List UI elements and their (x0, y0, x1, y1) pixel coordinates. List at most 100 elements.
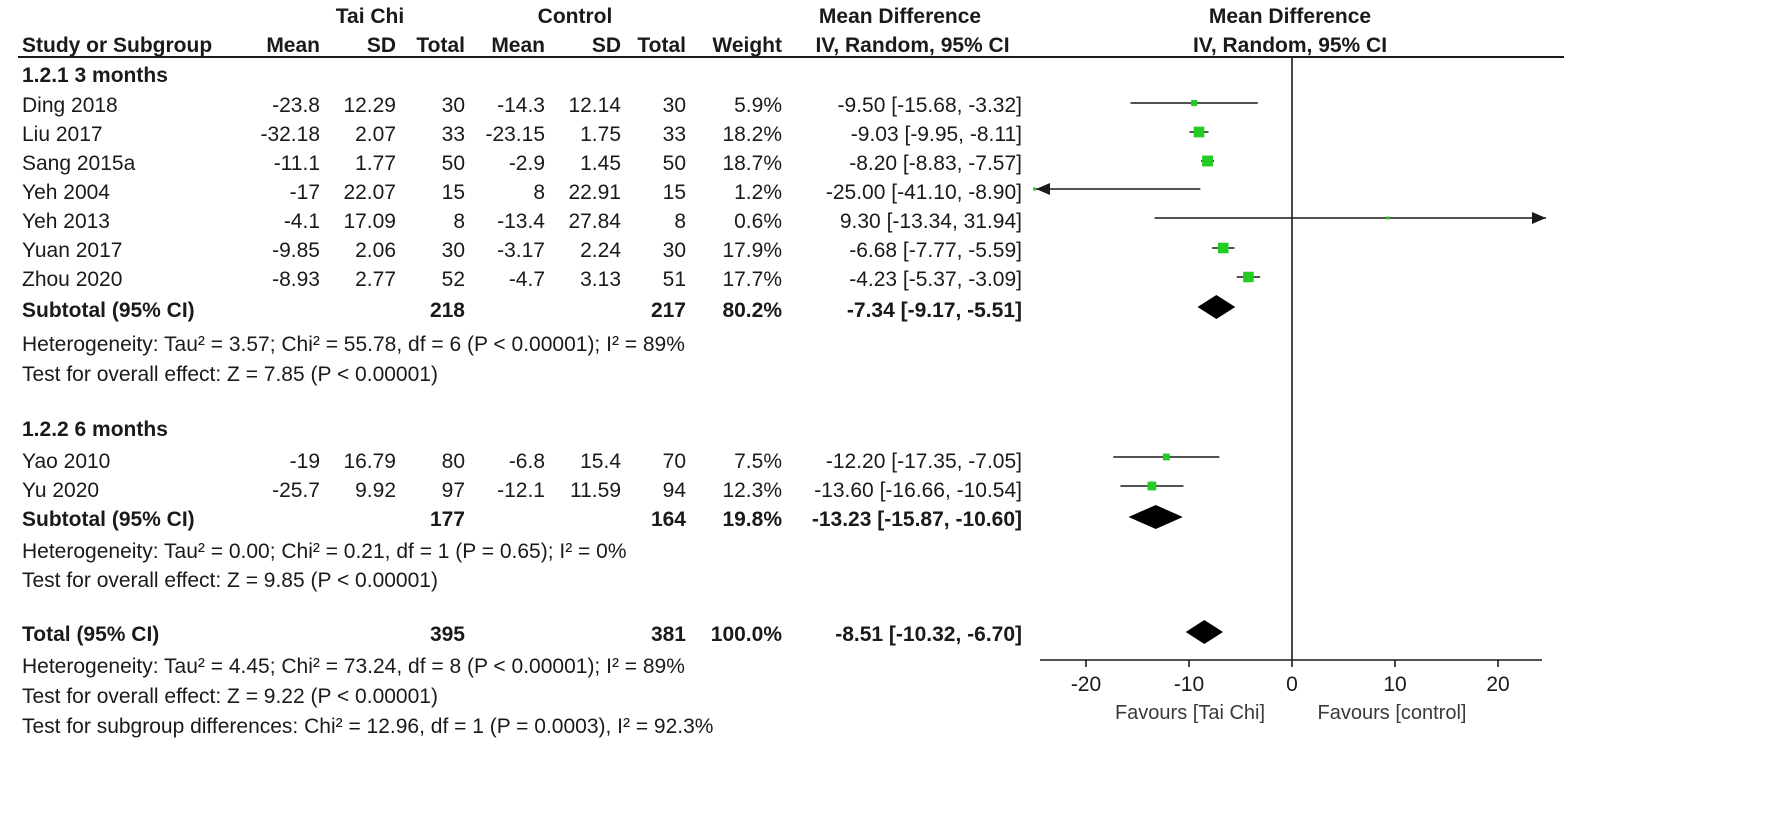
effect-square (1193, 126, 1205, 138)
effect-square (1147, 481, 1157, 491)
sd2: 2.24 (580, 239, 621, 262)
weight: 18.7% (722, 152, 782, 175)
weight: 0.6% (734, 210, 782, 233)
x-tick-label: 20 (1486, 673, 1509, 696)
pooled-diamond (1128, 505, 1183, 529)
subtotal-ci: -7.34 [-9.17, -5.51] (846, 299, 1022, 322)
total-total1: 395 (429, 623, 465, 646)
mean2: -4.7 (508, 268, 545, 291)
sd1: 16.79 (343, 450, 396, 473)
x-tick-label: 10 (1383, 673, 1406, 696)
study-name: Zhou 2020 (22, 268, 123, 291)
study-name: Yao 2010 (22, 450, 111, 473)
study-name: Yuan 2017 (22, 239, 123, 262)
favours-left-label: Favours [Tai Chi] (1115, 702, 1265, 724)
mean2: -12.1 (497, 479, 545, 502)
x-tick-label: -10 (1174, 673, 1204, 696)
md-ci: -9.50 [-15.68, -3.32] (837, 94, 1022, 117)
col-total2: Total (637, 34, 686, 57)
mean1: -17 (289, 181, 320, 204)
total2: 94 (662, 479, 686, 502)
sd2: 22.91 (568, 181, 621, 204)
total-heterogeneity-text: Heterogeneity: Tau² = 4.45; Chi² = 73.24… (22, 655, 685, 678)
subtotal-weight: 80.2% (722, 299, 782, 322)
pooled-diamond (1185, 620, 1223, 644)
subtotal-total2: 217 (650, 299, 686, 322)
effect-square (1243, 271, 1254, 283)
subgroup-title: 1.2.2 6 months (22, 418, 168, 441)
study-name: Yeh 2013 (22, 210, 110, 233)
subtotal-ci: -13.23 [-15.87, -10.60] (811, 508, 1022, 531)
weight: 5.9% (734, 94, 782, 117)
mean2: -23.15 (485, 123, 545, 146)
subtotal-total2: 164 (650, 508, 686, 531)
total2: 51 (662, 268, 686, 291)
md-ci: -8.20 [-8.83, -7.57] (849, 152, 1022, 175)
md-ci: -13.60 [-16.66, -10.54] (814, 479, 1022, 502)
col-mean2: Mean (491, 34, 545, 57)
total1: 50 (441, 152, 465, 175)
sd1: 9.92 (355, 479, 396, 502)
mean1: -19 (289, 450, 320, 473)
total2: 50 (662, 152, 686, 175)
md-ci: -4.23 [-5.37, -3.09] (849, 268, 1022, 291)
study-name: Yu 2020 (22, 479, 100, 502)
weight: 1.2% (734, 181, 782, 204)
group1-header: Tai Chi (335, 5, 405, 28)
sd2: 3.13 (580, 268, 621, 291)
study-name: Ding 2018 (22, 94, 118, 117)
total2: 30 (662, 94, 686, 117)
weight: 17.9% (722, 239, 782, 262)
plot-title: Mean Difference (1208, 5, 1372, 28)
x-tick-label: -20 (1071, 673, 1101, 696)
sd1: 12.29 (343, 94, 396, 117)
md-column-title: Mean Difference (818, 5, 982, 28)
sd2: 27.84 (568, 210, 621, 233)
mean2: -14.3 (497, 94, 545, 117)
total2: 30 (662, 239, 686, 262)
col-mean1: Mean (266, 34, 320, 57)
sd1: 1.77 (355, 152, 396, 175)
weight: 18.2% (722, 123, 782, 146)
group2-header: Control (537, 5, 613, 28)
study-name: Yeh 2004 (22, 181, 110, 204)
mean1: -25.7 (272, 479, 320, 502)
total2: 70 (662, 450, 686, 473)
col-study: Study or Subgroup (22, 34, 213, 57)
sd1: 22.07 (343, 181, 396, 204)
mean2: -13.4 (497, 210, 545, 233)
total1: 97 (441, 479, 465, 502)
total1: 30 (441, 94, 465, 117)
ci-arrow-left (1036, 183, 1050, 195)
sd2: 15.4 (580, 450, 621, 473)
study-name: Sang 2015a (22, 152, 136, 175)
sd2: 1.75 (580, 123, 621, 146)
total2: 33 (662, 123, 686, 146)
overall-effect-text: Test for overall effect: Z = 9.85 (P < 0… (22, 569, 438, 592)
mean1: -9.85 (272, 239, 320, 262)
subgroup-differences-text: Test for subgroup differences: Chi² = 12… (22, 715, 714, 738)
total-ci: -8.51 [-10.32, -6.70] (835, 623, 1022, 646)
mean1: -32.18 (260, 123, 320, 146)
total-weight: 100.0% (710, 623, 782, 646)
sd1: 2.07 (355, 123, 396, 146)
subtotal-label: Subtotal (95% CI) (22, 508, 195, 531)
heterogeneity-text: Heterogeneity: Tau² = 0.00; Chi² = 0.21,… (22, 540, 627, 563)
ci-arrow-right (1532, 212, 1546, 224)
mean2: -2.9 (508, 152, 545, 175)
sd1: 2.06 (355, 239, 396, 262)
md-ci: -6.68 [-7.77, -5.59] (849, 239, 1022, 262)
mean2: -6.8 (508, 450, 545, 473)
effect-square (1033, 187, 1036, 191)
col-sd1: SD (366, 34, 396, 57)
md-ci: 9.30 [-13.34, 31.94] (839, 210, 1022, 233)
effect-square (1386, 216, 1390, 220)
sd2: 1.45 (580, 152, 621, 175)
subtotal-total1: 218 (429, 299, 465, 322)
sd2: 11.59 (570, 479, 621, 502)
header-rule (18, 56, 1564, 58)
effect-square (1191, 99, 1198, 107)
study-name: Liu 2017 (22, 123, 103, 146)
pooled-diamond (1197, 295, 1236, 319)
